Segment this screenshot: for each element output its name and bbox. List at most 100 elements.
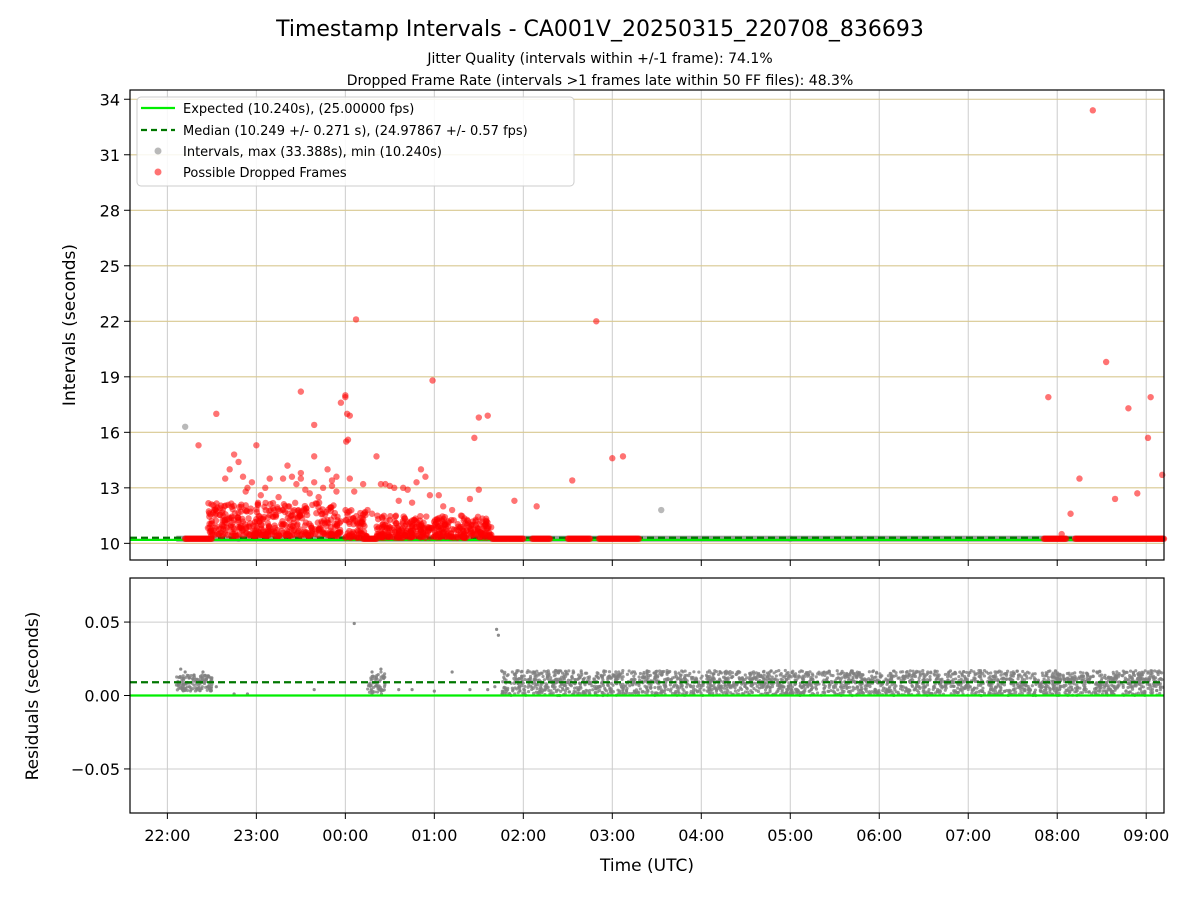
residual-point	[855, 685, 859, 689]
residual-point	[195, 682, 199, 686]
residual-point	[369, 676, 373, 680]
residual-point	[191, 687, 195, 691]
dropped-frame-point	[290, 515, 297, 523]
residual-point	[1002, 683, 1007, 687]
dropped-frame-point	[417, 526, 425, 534]
residual-point	[836, 688, 840, 692]
residual-point	[815, 691, 820, 695]
residual-point	[643, 684, 647, 688]
residual-point	[543, 684, 547, 689]
residual-point	[848, 691, 852, 696]
residual-point	[1114, 674, 1118, 678]
residual-point	[612, 673, 616, 678]
residual-point	[872, 675, 877, 680]
residual-point	[891, 669, 896, 673]
dropped-frame-point	[392, 513, 399, 520]
residual-point	[684, 678, 688, 682]
residual-point	[1155, 688, 1159, 693]
residual-point	[968, 670, 972, 675]
intervals-y-tick-label: 10	[100, 534, 120, 553]
residual-point	[794, 689, 798, 693]
residual-point	[660, 689, 665, 694]
residual-point	[1098, 674, 1102, 678]
residual-point	[1095, 670, 1099, 674]
residual-point	[806, 671, 810, 675]
residual-point	[1121, 674, 1125, 678]
residual-point	[502, 691, 506, 696]
residual-point	[1073, 690, 1077, 694]
residual-point	[1158, 691, 1162, 696]
residual-point	[1131, 671, 1136, 675]
residual-point	[979, 683, 983, 687]
residual-point	[382, 688, 386, 692]
x-tick-label: 22:00	[144, 826, 190, 845]
dropped-frame-point	[293, 480, 300, 488]
residual-point	[790, 671, 794, 675]
residual-point	[825, 671, 829, 675]
dropped-frame-point	[472, 516, 480, 523]
dropped-frame-point	[1134, 490, 1141, 497]
dropped-frame-point	[256, 518, 263, 526]
residual-point	[685, 691, 689, 695]
residual-point	[1005, 677, 1009, 681]
intervals-x-ticks	[166, 560, 1147, 566]
residual-point	[820, 673, 825, 677]
residual-point	[868, 678, 872, 682]
residual-point	[1140, 684, 1144, 689]
residual-point	[500, 669, 504, 673]
dropped-frame-point	[208, 530, 216, 537]
residual-point	[933, 691, 938, 695]
dropped-frame-point	[276, 507, 283, 514]
dropped-frame-point	[520, 535, 527, 542]
dropped-frame-point	[420, 532, 428, 540]
residual-point	[534, 672, 538, 677]
dropped-frame-point	[483, 527, 490, 534]
residual-point	[1070, 688, 1074, 692]
residual-point	[645, 687, 649, 692]
residual-point	[586, 675, 590, 680]
intervals-panel: 10 13 16 19 22 25 28 31 34 Intervals (seconds) E…	[60, 89, 1168, 566]
dropped-frame-point	[484, 412, 491, 419]
residual-point	[798, 684, 802, 688]
residual-point	[1016, 677, 1020, 681]
residual-point	[951, 677, 955, 682]
residual-point	[1152, 678, 1156, 682]
legend-box	[136, 96, 575, 187]
residual-point	[510, 670, 514, 674]
residual-point	[702, 688, 706, 692]
residual-point	[967, 685, 972, 689]
dropped-frame-point	[395, 497, 402, 504]
intervals-y-tick-label: 25	[100, 257, 120, 276]
residual-point	[542, 678, 546, 682]
residual-point	[1056, 675, 1060, 679]
residual-point	[769, 669, 773, 673]
residual-point	[533, 676, 537, 680]
residual-point	[1020, 691, 1024, 696]
residual-point	[935, 677, 939, 681]
dropped-frame-point	[315, 493, 322, 501]
chart-title: Timestamp Intervals - CA001V_20250315_22…	[275, 17, 924, 42]
residual-point	[822, 682, 826, 687]
residual-point	[1039, 686, 1044, 690]
residual-point	[560, 682, 565, 686]
residual-point	[379, 689, 383, 693]
residual-point	[573, 686, 577, 690]
residual-point	[677, 671, 681, 675]
dropped-frame-point	[294, 521, 301, 528]
intervals-y-tick-label: 28	[100, 201, 120, 220]
residual-point	[192, 673, 196, 677]
chart-subtitle-dropped: Dropped Frame Rate (intervals >1 frames …	[347, 73, 854, 89]
residual-point	[1125, 678, 1129, 682]
residual-point	[1007, 688, 1011, 692]
residual-point	[592, 677, 597, 681]
dropped-frame-point	[335, 530, 342, 537]
residual-point	[383, 675, 387, 679]
residual-point	[962, 670, 966, 674]
residual-point	[1155, 670, 1159, 674]
dropped-frame-point	[393, 519, 400, 527]
intervals-y-tick-label: 31	[100, 146, 120, 165]
residual-point	[811, 678, 815, 682]
dropped-frame-point	[408, 533, 415, 541]
residual-point	[712, 676, 716, 680]
residual-point	[512, 676, 516, 681]
